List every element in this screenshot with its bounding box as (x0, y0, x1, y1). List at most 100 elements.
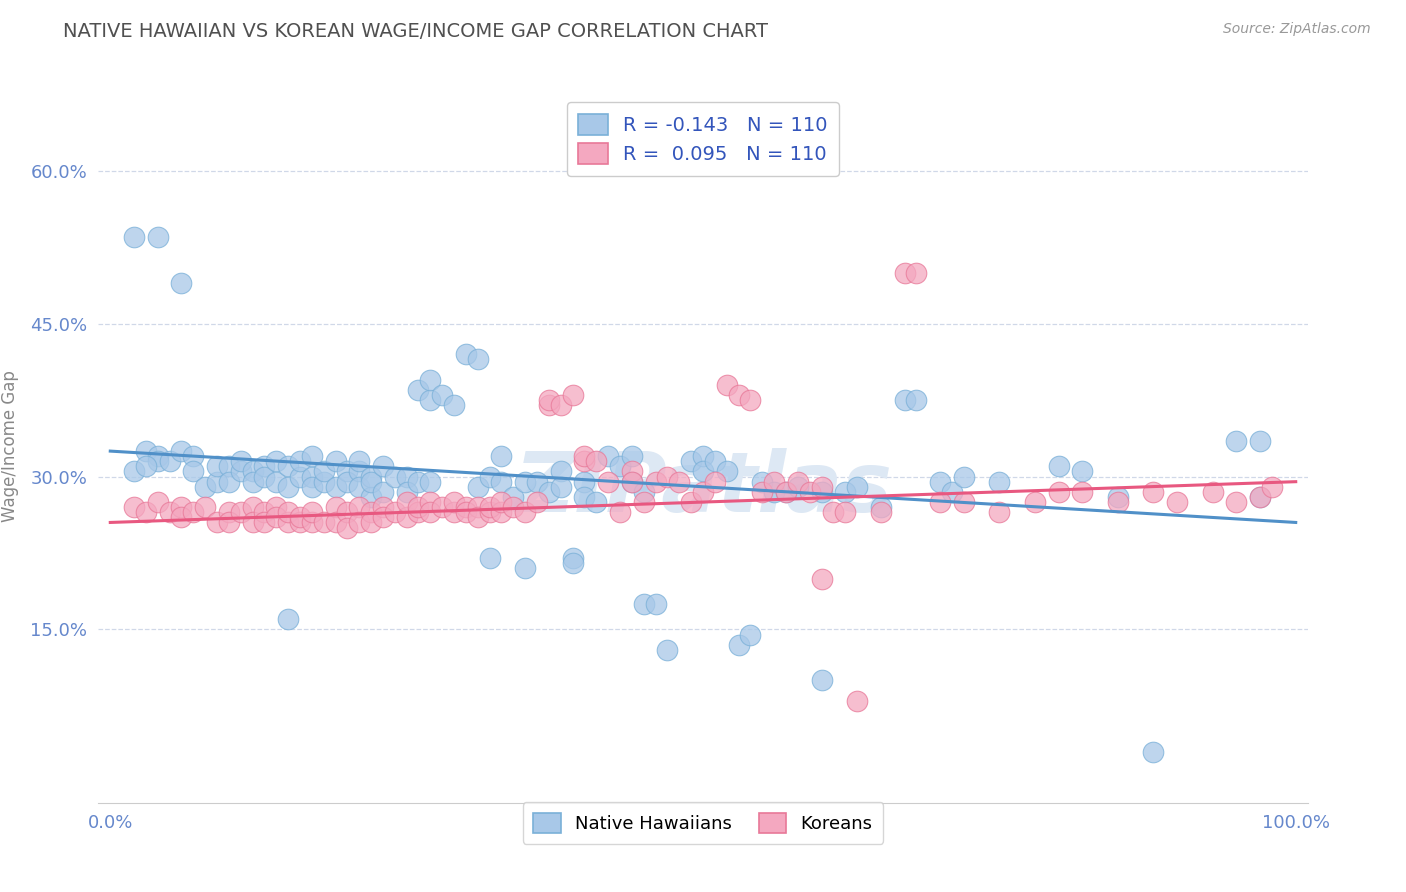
Point (205, 459, 228, 474)
Point (846, 480, 869, 494)
Point (467, 500, 489, 515)
Point (347, 454, 370, 468)
Point (574, 449, 596, 463)
Point (371, 459, 394, 474)
Point (301, 469, 323, 483)
Point (419, 373, 441, 387)
Point (537, 484, 560, 499)
Point (633, 495, 655, 509)
Point (585, 495, 607, 509)
Point (288, 510, 311, 524)
Point (763, 475, 786, 489)
Point (277, 612, 299, 626)
Point (1225, 495, 1247, 509)
Point (159, 454, 181, 468)
Point (846, 694, 869, 708)
Point (336, 520, 359, 534)
Point (253, 459, 276, 474)
Point (810, 480, 832, 494)
Point (395, 510, 418, 524)
Point (205, 516, 228, 530)
Point (491, 449, 513, 463)
Point (834, 484, 856, 499)
Point (681, 454, 703, 468)
Y-axis label: Wage/Income Gap: Wage/Income Gap (1, 370, 20, 522)
Point (395, 484, 418, 499)
Point (775, 484, 797, 499)
Point (810, 572, 832, 586)
Point (657, 643, 679, 657)
Point (371, 500, 394, 515)
Point (620, 465, 643, 479)
Point (170, 510, 193, 524)
Point (1225, 434, 1247, 448)
Point (574, 475, 596, 489)
Point (491, 495, 513, 509)
Point (740, 627, 762, 641)
Point (1071, 465, 1094, 479)
Point (170, 444, 193, 458)
Point (408, 475, 430, 489)
Point (325, 500, 347, 515)
Point (432, 500, 454, 515)
Point (408, 505, 430, 519)
Point (301, 480, 323, 494)
Point (277, 516, 299, 530)
Point (810, 673, 832, 688)
Point (122, 230, 145, 244)
Point (443, 505, 465, 519)
Text: ZIPatlas: ZIPatlas (515, 449, 891, 529)
Point (419, 475, 441, 489)
Point (135, 505, 157, 519)
Point (181, 465, 204, 479)
Point (181, 505, 204, 519)
Point (988, 475, 1011, 489)
Point (561, 556, 583, 570)
Point (810, 484, 832, 499)
Point (751, 484, 773, 499)
Point (325, 516, 347, 530)
Point (454, 500, 477, 515)
Point (763, 484, 786, 499)
Point (929, 475, 952, 489)
Point (277, 480, 299, 494)
Point (122, 500, 145, 515)
Point (242, 465, 264, 479)
Point (620, 475, 643, 489)
Point (264, 475, 287, 489)
Point (288, 454, 311, 468)
Point (692, 465, 714, 479)
Point (146, 449, 169, 463)
Point (384, 469, 406, 483)
Point (336, 475, 359, 489)
Point (218, 505, 240, 519)
Point (703, 475, 725, 489)
Point (347, 500, 370, 515)
Point (432, 388, 454, 402)
Point (312, 516, 335, 530)
Point (823, 505, 845, 519)
Point (893, 266, 915, 280)
Point (347, 480, 370, 494)
Point (336, 505, 359, 519)
Point (135, 444, 157, 458)
Point (360, 505, 382, 519)
Point (905, 266, 928, 280)
Point (347, 516, 370, 530)
Point (775, 484, 797, 499)
Point (644, 597, 666, 611)
Point (727, 638, 749, 652)
Point (786, 475, 808, 489)
Point (550, 480, 572, 494)
Point (218, 516, 240, 530)
Point (218, 459, 240, 474)
Point (799, 484, 821, 499)
Point (419, 393, 441, 408)
Point (633, 597, 655, 611)
Point (502, 490, 524, 504)
Point (253, 469, 276, 483)
Point (1047, 484, 1070, 499)
Point (443, 495, 465, 509)
Point (454, 505, 477, 519)
Point (716, 377, 738, 392)
